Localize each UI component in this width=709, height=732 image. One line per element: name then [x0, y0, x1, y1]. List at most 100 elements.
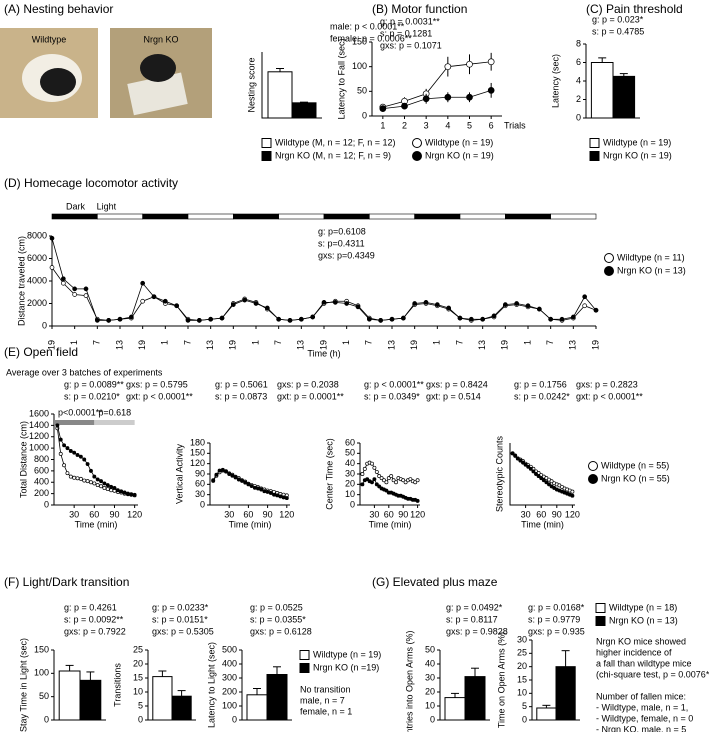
point	[72, 286, 78, 292]
point	[276, 316, 282, 322]
point	[370, 480, 374, 485]
point	[377, 484, 382, 489]
legend-label: Wildtype (n = 18)	[609, 602, 677, 612]
stat-text: g: p = 0.0089**	[64, 379, 124, 389]
point	[514, 301, 520, 306]
x-tick-label: 7	[182, 340, 192, 345]
x-tick-label: 19	[46, 340, 56, 350]
point	[72, 450, 77, 455]
panel-title: (B) Motor function	[372, 2, 467, 16]
point	[355, 304, 361, 310]
y-tick-label: 20	[345, 479, 355, 489]
y-tick-label: 90	[195, 468, 205, 478]
point	[389, 316, 395, 322]
point	[117, 316, 123, 322]
point	[102, 485, 107, 490]
photo-label: Wildtype	[32, 34, 67, 44]
point	[377, 474, 382, 479]
panel-title: (C) Pain threshold	[586, 2, 683, 16]
x-tick-label: 3	[424, 120, 429, 130]
point	[386, 476, 391, 481]
point	[366, 316, 372, 322]
point	[243, 480, 248, 485]
x-tick-label: 13	[205, 340, 215, 350]
y-tick-label: 6	[576, 57, 581, 67]
y-tick-label: 2000	[27, 298, 47, 308]
legend-label: Wildtype (n = 55)	[601, 460, 669, 470]
point	[82, 478, 87, 483]
x-axis-label: Trials	[504, 120, 526, 130]
stat-text: g: p = 0.5061	[215, 379, 268, 389]
bar	[555, 666, 576, 721]
x-tick-label: 2	[402, 120, 407, 130]
point	[268, 490, 273, 495]
y-tick-label: 15	[133, 672, 143, 682]
point	[372, 477, 377, 482]
x-tick-label: 13	[296, 340, 306, 350]
x-tick-label: 19	[409, 340, 419, 350]
stat-text: s: p = 0.8117	[446, 614, 498, 624]
y-tick-label: 8	[576, 38, 581, 48]
point	[518, 458, 523, 463]
point	[391, 478, 396, 483]
stat-text: s: p = 0.0151*	[152, 614, 208, 624]
point	[256, 486, 260, 491]
point	[287, 318, 293, 323]
stat-text: gxs: p = 0.2823	[576, 379, 638, 389]
mouse	[140, 54, 176, 82]
point	[72, 292, 78, 297]
point	[140, 298, 146, 304]
x-tick-label: 60	[536, 509, 546, 519]
y-tick-label: 150	[352, 36, 367, 46]
point	[219, 315, 225, 321]
y-tick-label: 60	[345, 437, 355, 447]
legend-swatch	[261, 138, 272, 148]
x-tick-label: 13	[477, 340, 487, 350]
point	[513, 453, 518, 458]
point	[570, 489, 575, 494]
point	[151, 294, 157, 300]
phase-bar	[97, 213, 143, 220]
phase-bar	[142, 213, 189, 220]
note-text: Nrgn KO mice showed	[596, 636, 686, 646]
point	[415, 498, 420, 503]
point	[102, 481, 107, 486]
y-tick-label: 30	[517, 634, 527, 644]
point	[214, 472, 219, 477]
point	[75, 453, 80, 457]
phase-bar	[414, 213, 461, 220]
x-axis-label: Time (min)	[369, 519, 412, 529]
y-tick-label: 30	[425, 672, 435, 682]
x-tick-label: 19	[228, 340, 238, 350]
stat-text: gxs: p = 0.6128	[250, 626, 312, 636]
phase-label: Light	[97, 201, 117, 211]
point	[502, 302, 508, 307]
x-tick-label: 7	[273, 340, 283, 345]
point	[298, 316, 304, 322]
x-tick-label: 6	[489, 120, 494, 130]
y-tick-label: 1400	[29, 420, 49, 430]
legend-swatch	[261, 151, 272, 161]
point	[129, 492, 134, 497]
point	[230, 473, 235, 478]
panel-title: (D) Homecage locomotor activity	[4, 176, 178, 190]
phase-bar	[278, 213, 325, 220]
point	[140, 280, 146, 286]
legend-swatch	[588, 461, 598, 471]
point	[62, 443, 67, 448]
note-text: - Wildtype, female, n = 0	[596, 713, 693, 723]
point	[384, 488, 389, 493]
point	[78, 454, 83, 459]
stat-text: g: p = 0.0233*	[152, 602, 209, 612]
y-tick-label: 40	[345, 458, 355, 468]
stat-text: gxs: p = 0.935	[528, 626, 585, 636]
stat-text: gxs: p = 0.5795	[126, 379, 188, 389]
point	[412, 301, 418, 306]
y-axis-label: Latency to Fall (sec)	[336, 38, 346, 119]
x-tick-label: 30	[224, 509, 234, 519]
stat-text: g: p = 0.4261	[64, 602, 117, 612]
stat-text: g: p = 0.1756	[514, 379, 567, 389]
y-tick-label: 150	[34, 644, 49, 654]
legend-swatch	[604, 253, 614, 263]
y-tick-label: 150	[190, 448, 205, 458]
